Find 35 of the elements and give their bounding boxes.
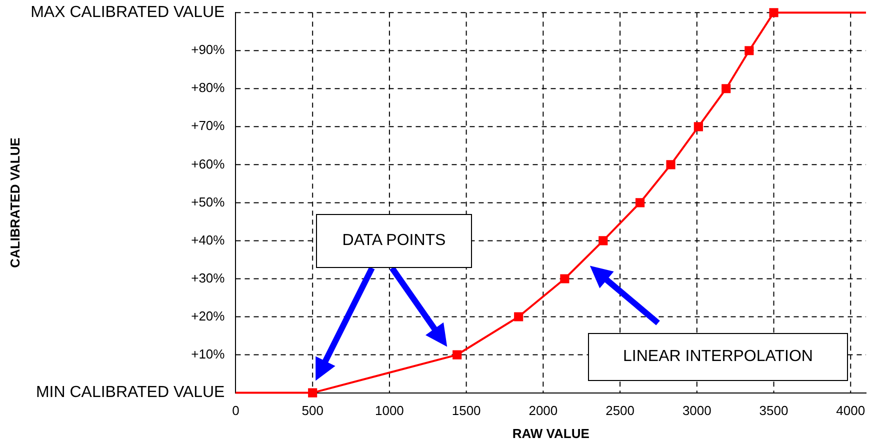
x-tick-label: 0 [232, 403, 240, 418]
x-tick-label: 3000 [682, 403, 712, 418]
y-tick-label: +50% [191, 194, 226, 210]
y-tick-label: +90% [191, 42, 226, 58]
y-tick-label: MAX CALIBRATED VALUE [30, 4, 225, 22]
x-axis-title: RAW VALUE [512, 426, 590, 441]
point [514, 312, 524, 322]
point [744, 46, 754, 56]
x-tick-label: 3500 [759, 403, 788, 418]
x-tick-label: 500 [302, 403, 324, 418]
x-tick-label: 1500 [452, 403, 481, 418]
x-tick-label: 1000 [374, 403, 404, 418]
x-tick-label: 4000 [836, 403, 866, 418]
x-tick-label: 2500 [606, 403, 634, 418]
point [694, 122, 703, 132]
y-tick-label: +20% [191, 308, 226, 324]
y-tick-label: +40% [191, 232, 226, 248]
callout-box: DATA POINTS [316, 214, 472, 268]
y-tick-label: +80% [191, 80, 226, 96]
point [635, 198, 645, 208]
point [452, 350, 462, 360]
y-tick-label: +10% [191, 346, 226, 362]
point [769, 8, 778, 18]
point [722, 84, 731, 94]
y-tick-label: MIN CALIBRATED VALUE [36, 384, 225, 402]
y-tick-label: +30% [191, 270, 226, 286]
point [560, 274, 570, 284]
y-tick-label: +70% [191, 118, 226, 134]
point [598, 236, 608, 246]
point [308, 388, 318, 398]
y-axis-title: CALIBRATED VALUE [7, 137, 22, 268]
point [666, 160, 676, 170]
x-tick-label: 2000 [528, 403, 558, 418]
callout-box: LINEAR INTERPOLATION [588, 333, 848, 381]
y-tick-label: +60% [191, 156, 226, 172]
